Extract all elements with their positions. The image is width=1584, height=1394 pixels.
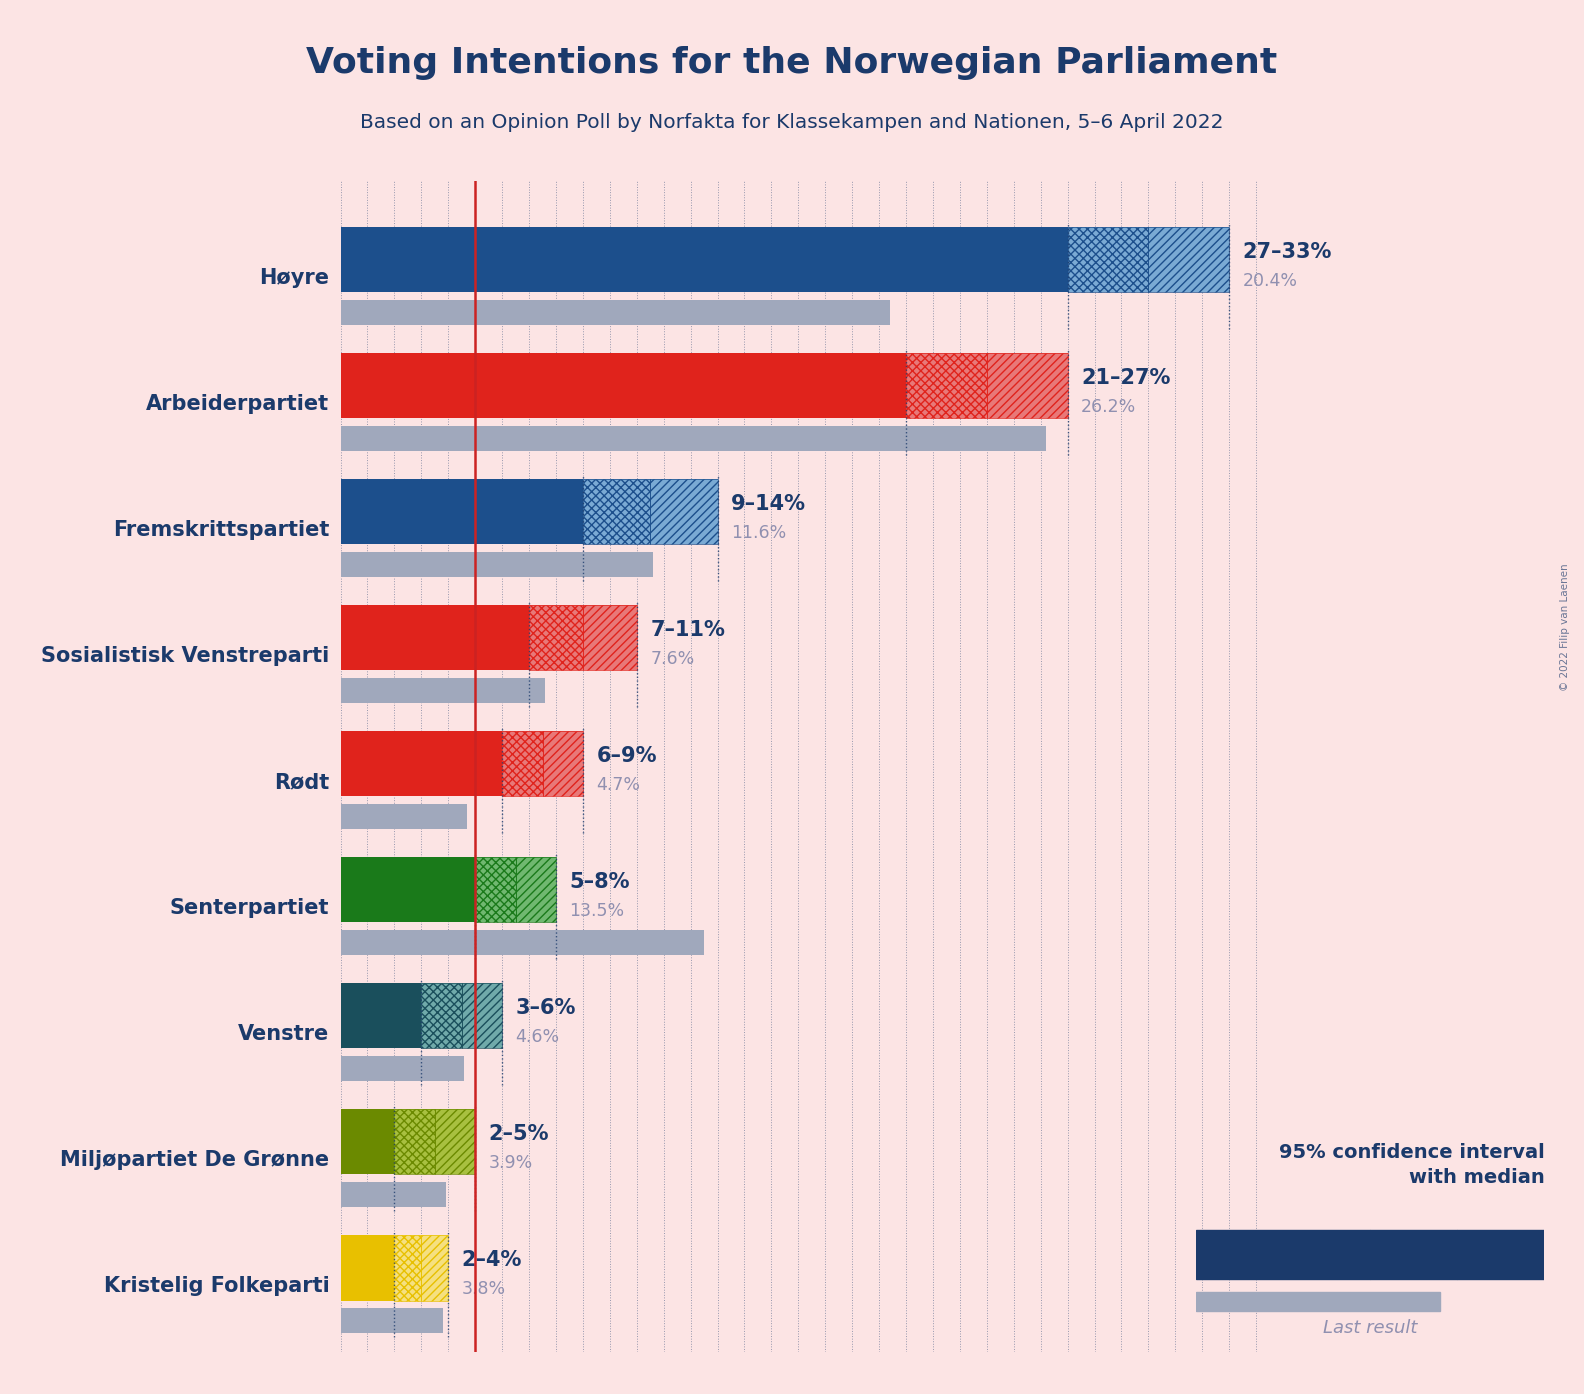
Bar [341, 353, 906, 418]
Bar [542, 730, 583, 796]
Text: 9–14%: 9–14% [732, 493, 806, 514]
Text: 27–33%: 27–33% [1243, 241, 1332, 262]
Text: 2–4%: 2–4% [463, 1250, 523, 1270]
Bar [434, 1108, 475, 1175]
Text: 95% confidence interval
with median: 95% confidence interval with median [1278, 1143, 1544, 1188]
Bar [583, 478, 651, 544]
Bar [341, 300, 890, 325]
Bar [341, 1182, 445, 1207]
Bar [341, 1308, 444, 1333]
Bar [341, 730, 502, 796]
Bar [341, 605, 529, 671]
Bar [421, 1235, 448, 1301]
Bar [987, 353, 1068, 418]
Text: 26.2%: 26.2% [1080, 397, 1136, 415]
Bar [502, 730, 583, 796]
Bar [1148, 227, 1229, 293]
Text: 3.8%: 3.8% [463, 1280, 505, 1298]
Bar [421, 983, 502, 1048]
Bar [341, 478, 583, 544]
Text: 5–8%: 5–8% [570, 873, 630, 892]
Bar [394, 1108, 475, 1175]
Bar [583, 605, 637, 671]
Bar [1370, 1231, 1457, 1280]
Text: 13.5%: 13.5% [570, 902, 624, 920]
Text: 6–9%: 6–9% [596, 746, 657, 765]
Bar [502, 730, 543, 796]
Bar [475, 857, 556, 923]
Bar [1457, 1231, 1544, 1280]
Bar [341, 857, 475, 923]
Bar [341, 1108, 394, 1175]
Text: 3.9%: 3.9% [488, 1154, 532, 1172]
Bar [1068, 227, 1229, 293]
Bar [906, 353, 1068, 418]
Bar [1196, 1292, 1440, 1312]
Bar [529, 605, 583, 671]
Bar [341, 425, 1045, 450]
Bar [394, 1108, 434, 1175]
Text: 7.6%: 7.6% [651, 650, 694, 668]
Text: 4.7%: 4.7% [596, 776, 640, 795]
Bar [463, 983, 502, 1048]
Text: 20.4%: 20.4% [1243, 272, 1297, 290]
Bar [394, 1235, 421, 1301]
Bar [341, 677, 545, 703]
Bar [1457, 1231, 1544, 1280]
Text: 3–6%: 3–6% [516, 998, 577, 1018]
Bar [1196, 1231, 1370, 1280]
Bar [529, 605, 637, 671]
Text: Based on an Opinion Poll by Norfakta for Klassekampen and Nationen, 5–6 April 20: Based on an Opinion Poll by Norfakta for… [360, 113, 1224, 132]
Bar [394, 1235, 448, 1301]
Text: © 2022 Filip van Laenen: © 2022 Filip van Laenen [1560, 563, 1570, 691]
Bar [341, 983, 421, 1048]
Text: 2–5%: 2–5% [488, 1124, 550, 1144]
Bar [583, 478, 718, 544]
Text: 7–11%: 7–11% [651, 620, 725, 640]
Bar [341, 930, 703, 955]
Text: 21–27%: 21–27% [1080, 368, 1171, 388]
Bar [341, 1235, 394, 1301]
Text: Voting Intentions for the Norwegian Parliament: Voting Intentions for the Norwegian Parl… [306, 46, 1278, 79]
Text: Last result: Last result [1323, 1319, 1418, 1337]
Bar [341, 804, 467, 829]
Bar [1068, 227, 1148, 293]
Bar [341, 1057, 464, 1082]
Bar [516, 857, 556, 923]
Bar [341, 227, 1068, 293]
Bar [421, 983, 463, 1048]
Bar [906, 353, 987, 418]
Text: 11.6%: 11.6% [732, 524, 786, 542]
Text: 4.6%: 4.6% [516, 1027, 559, 1046]
Bar [1370, 1231, 1457, 1280]
Bar [475, 857, 516, 923]
Bar [341, 552, 653, 577]
Bar [651, 478, 718, 544]
